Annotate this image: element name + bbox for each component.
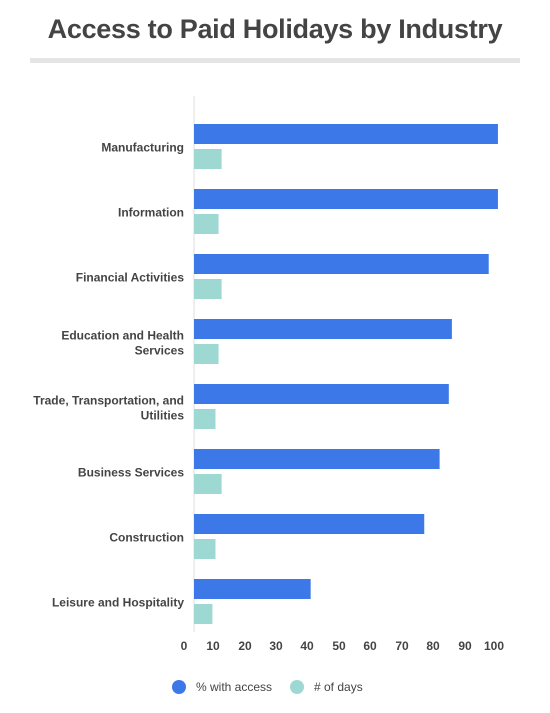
- category-label: Manufacturing: [101, 141, 184, 155]
- x-tick-label: 100: [484, 639, 504, 653]
- bar-days: [194, 279, 222, 299]
- x-tick-label: 40: [300, 639, 314, 653]
- x-tick-label: 30: [269, 639, 283, 653]
- category-label: Business Services: [78, 466, 184, 480]
- category-label: Construction: [109, 531, 184, 545]
- x-tick-label: 10: [206, 639, 220, 653]
- legend: % with access # of days: [172, 680, 363, 694]
- bar-days: [194, 344, 219, 364]
- x-tick-label: 60: [363, 639, 377, 653]
- x-tick-label: 90: [458, 639, 472, 653]
- bar-access: [194, 189, 498, 209]
- bars: [194, 124, 498, 624]
- bar-access: [194, 514, 425, 534]
- bar-access: [194, 579, 311, 599]
- category-label: Trade, Transportation, and Utilities: [33, 394, 184, 423]
- bar-access: [194, 384, 449, 404]
- legend-marker: [290, 680, 304, 694]
- bar-access: [194, 254, 489, 274]
- bar-days: [194, 604, 213, 624]
- bar-days: [194, 214, 219, 234]
- x-axis-ticks: 0 10 20 30 40 50 60 70 80 90 100: [181, 639, 505, 653]
- legend-marker: [172, 680, 186, 694]
- bar-days: [194, 149, 222, 169]
- bar-access: [194, 124, 498, 144]
- x-tick-label: 80: [426, 639, 440, 653]
- category-labels: Manufacturing Information Financial Activi…: [33, 141, 184, 610]
- bar-days: [194, 474, 222, 494]
- title-divider: [30, 58, 520, 63]
- x-tick-label: 70: [395, 639, 409, 653]
- category-label: Financial Activities: [76, 271, 185, 285]
- category-label: Leisure and Hospitality: [52, 596, 184, 610]
- category-label: Education and Health Services: [61, 329, 184, 358]
- bar-access: [194, 449, 440, 469]
- x-tick-label: 20: [238, 639, 252, 653]
- x-tick-label: 50: [332, 639, 346, 653]
- category-label: Information: [118, 206, 184, 220]
- bar-days: [194, 539, 216, 559]
- chart-title: Access to Paid Holidays by Industry: [47, 14, 503, 44]
- x-tick-label: 0: [181, 639, 188, 653]
- legend-label: # of days: [314, 680, 363, 694]
- bar-access: [194, 319, 452, 339]
- legend-label: % with access: [196, 680, 272, 694]
- bar-days: [194, 409, 216, 429]
